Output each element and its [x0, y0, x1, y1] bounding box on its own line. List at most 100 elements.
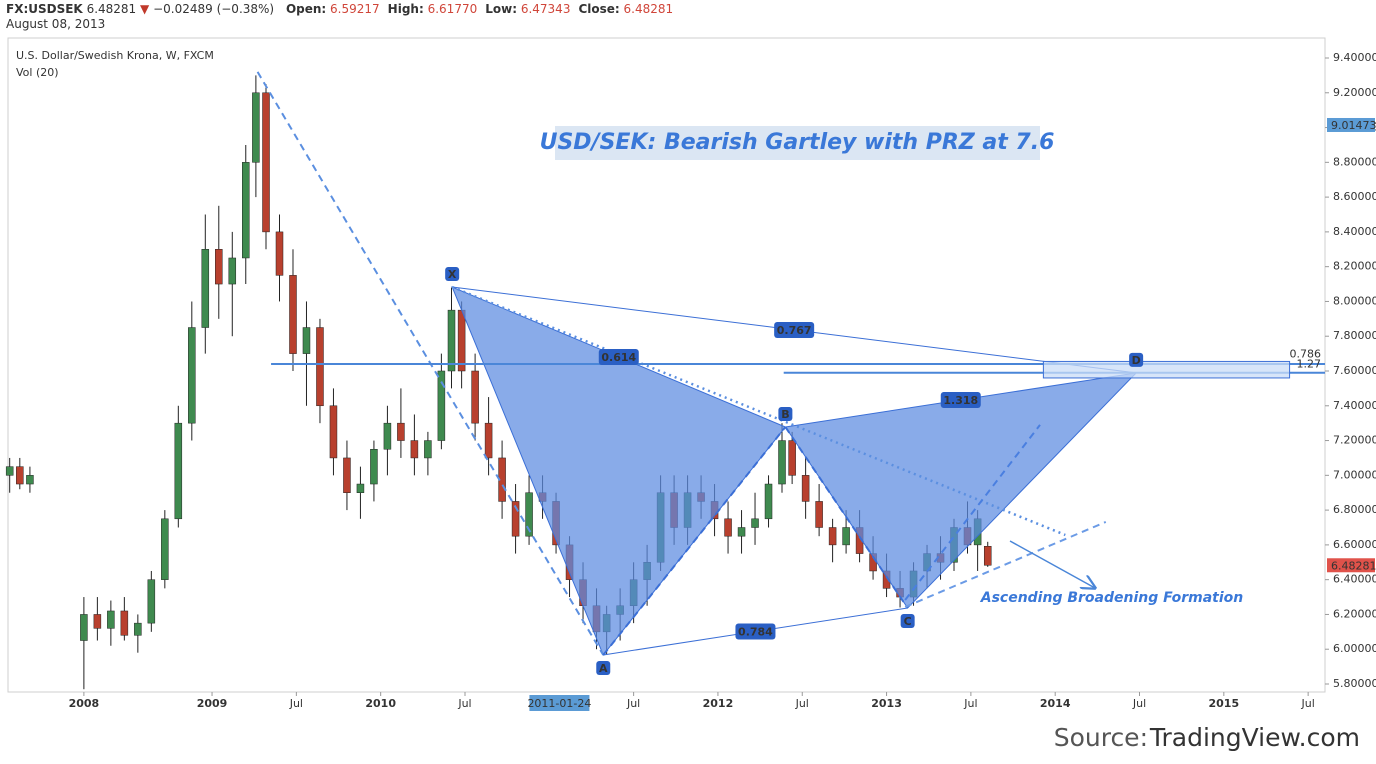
point-tag	[778, 406, 793, 421]
last-price: 6.48281	[86, 2, 137, 16]
candle-body	[801, 475, 810, 502]
candle-body	[215, 249, 223, 285]
point-tag	[445, 267, 460, 282]
price-tag-label: 9.01473	[1331, 119, 1376, 132]
crosshair-tag	[529, 695, 590, 711]
formation-label: Ascending Broadening Formation	[980, 590, 1244, 606]
candle-body	[329, 405, 338, 459]
candle-body	[815, 501, 823, 528]
quote-date: August 08, 2013	[6, 17, 106, 31]
candle-body	[437, 370, 446, 441]
y-tick-label: 8.60000	[1333, 190, 1376, 203]
ohlc-fields: Open: 6.59217 High: 6.61770 Low: 6.47343 Cl…	[286, 2, 681, 16]
ratio-tag	[940, 391, 981, 408]
x-tick-label: 2009	[197, 697, 228, 710]
candle-body	[289, 275, 297, 354]
candle-body	[983, 546, 992, 566]
candle-body	[93, 614, 102, 629]
candle-body	[828, 527, 837, 546]
candle-body	[252, 92, 260, 163]
candle-body	[737, 527, 746, 537]
arrow	[1009, 540, 1095, 588]
candle-body	[410, 440, 419, 459]
point-label: C	[904, 615, 912, 628]
crosshair-label: 2011-01-24	[527, 697, 591, 710]
candle-body	[525, 492, 533, 537]
candle-body	[80, 614, 88, 641]
x-tick-label: Jul	[1300, 697, 1314, 710]
quote-line: FX:USDSEK 6.48281 ▼ −0.02489 (−0.38%) Op…	[6, 2, 681, 17]
y-tick-label: 5.80000	[1333, 677, 1376, 690]
candle-body	[424, 440, 432, 459]
point-label: D	[1132, 354, 1141, 367]
x-tick-label: 2010	[365, 697, 396, 710]
trend-line	[602, 426, 787, 656]
trend-line	[904, 424, 1041, 601]
candle-body	[188, 327, 196, 424]
candle-body	[383, 422, 392, 450]
y-tick-label: 6.80000	[1333, 503, 1376, 516]
field-label: Close:	[578, 2, 620, 16]
field-label: Low:	[485, 2, 517, 16]
candle-body	[447, 309, 456, 372]
ratio-label: 0.784	[738, 625, 773, 638]
y-tick-label: 6.20000	[1333, 607, 1376, 620]
y-tick-label: 7.40000	[1333, 399, 1376, 412]
candle-body	[26, 475, 34, 485]
candle-body	[201, 249, 210, 328]
prz-label: 1.27	[1297, 357, 1322, 370]
candle-body	[228, 257, 237, 285]
y-tick-label: 8.00000	[1333, 294, 1376, 307]
x-tick-label: 2008	[69, 697, 100, 710]
x-tick-label: Jul	[457, 697, 471, 710]
candle-body	[262, 92, 270, 233]
y-tick-label: 7.20000	[1333, 434, 1376, 447]
price-tag	[1327, 117, 1375, 132]
y-tick-label: 7.60000	[1333, 364, 1376, 377]
source-prefix: Source:	[1054, 723, 1148, 752]
candle-body	[457, 309, 466, 372]
ratio-tag	[735, 623, 776, 640]
volume-label: Vol (20)	[16, 66, 59, 79]
y-tick-label: 6.00000	[1333, 642, 1376, 655]
ratio-tag	[774, 321, 815, 338]
y-tick-label: 7.00000	[1333, 468, 1376, 481]
candle-body	[842, 527, 850, 546]
y-tick-label: 9.20000	[1333, 86, 1376, 99]
point-label: A	[599, 662, 608, 675]
candle-body	[484, 422, 493, 459]
candle-body	[356, 483, 365, 493]
source-name: TradingView.com	[1149, 723, 1360, 752]
y-tick-label: 8.40000	[1333, 225, 1376, 238]
candle-body	[134, 622, 142, 636]
x-tick-label: 2014	[1040, 697, 1071, 710]
change-arrow: ▼	[140, 2, 150, 16]
candle-body	[275, 231, 284, 276]
x-tick-label: 2012	[703, 697, 734, 710]
prz-box	[1042, 360, 1291, 379]
ratio-label: 0.767	[777, 324, 812, 337]
field-value: 6.59217	[330, 2, 380, 16]
field-value: 6.48281	[623, 2, 674, 16]
candle-body	[764, 483, 773, 520]
trend-line	[784, 426, 909, 609]
point-tag	[1129, 352, 1144, 367]
candle-body	[5, 466, 14, 476]
candle-body	[397, 422, 405, 441]
ratio-label: 1.318	[943, 394, 978, 407]
candle-body	[147, 579, 156, 624]
point-tag	[596, 660, 611, 675]
y-tick-label: 9.40000	[1333, 51, 1376, 64]
candle-body	[161, 518, 169, 580]
candle-body	[16, 466, 24, 485]
annotation: USD/SEK: Bearish Gartley with PRZ at 7.6	[540, 130, 1055, 155]
price-tag-label: 6.48281	[1331, 559, 1376, 572]
y-tick-label: 7.80000	[1333, 329, 1376, 342]
candle-body	[242, 162, 250, 259]
point-label: B	[781, 408, 789, 421]
candle-body	[724, 518, 732, 537]
point-label: X	[448, 268, 457, 281]
